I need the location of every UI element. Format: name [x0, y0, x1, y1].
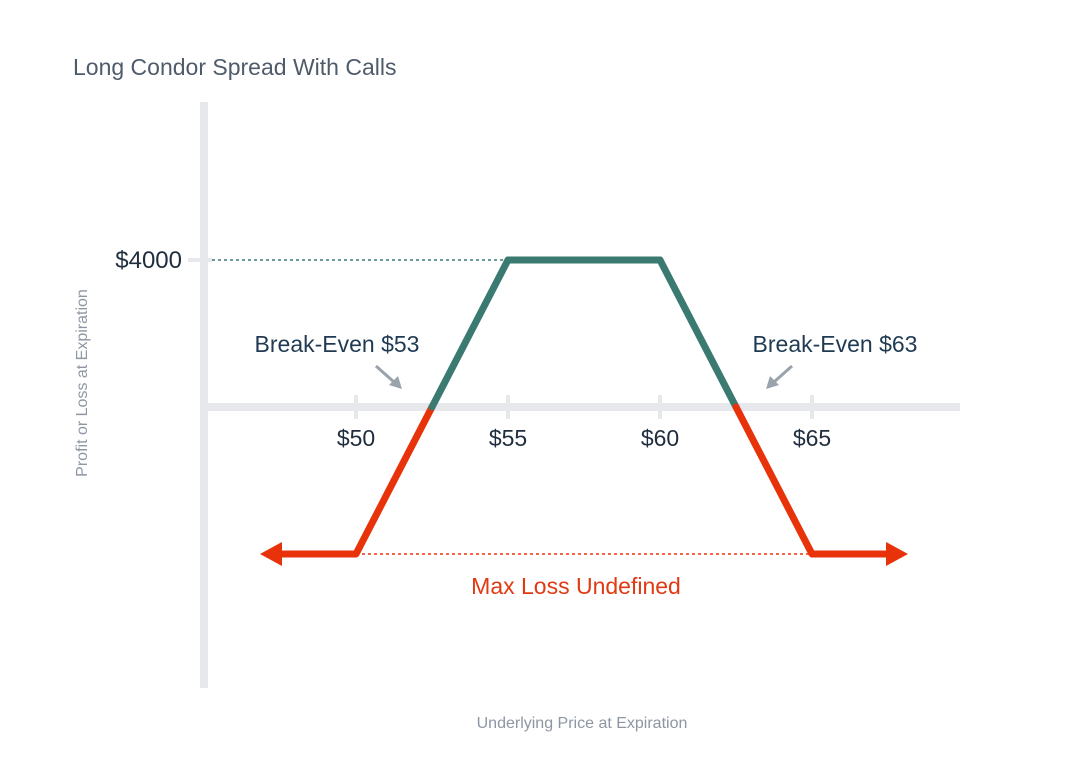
y-axis-label: Profit or Loss at Expiration	[74, 289, 91, 477]
break-even-left-arrowhead	[389, 376, 402, 389]
x-tick-label: $55	[489, 425, 527, 451]
max-loss-label: Max Loss Undefined	[471, 573, 681, 599]
chart-title: Long Condor Spread With Calls	[73, 54, 396, 80]
left-arrowhead	[260, 542, 282, 566]
x-axis-label: Underlying Price at Expiration	[477, 715, 688, 732]
x-tick-label: $65	[793, 425, 831, 451]
break-even-left-arrow	[375, 364, 395, 384]
payoff-segment	[656, 256, 740, 411]
x-tick-label: $60	[641, 425, 679, 451]
break-even-right-arrow	[773, 364, 793, 384]
break-even-right-arrowhead	[766, 376, 779, 389]
break-even-left-label: Break-Even $53	[255, 331, 420, 357]
payoff-segment	[428, 256, 512, 411]
payoff-segment	[352, 403, 436, 558]
y-tick-label: $4000	[115, 247, 182, 274]
break-even-right-label: Break-Even $63	[753, 331, 918, 357]
right-arrowhead	[886, 542, 908, 566]
payoff-segment	[732, 403, 816, 558]
x-tick-label: $50	[337, 425, 375, 451]
